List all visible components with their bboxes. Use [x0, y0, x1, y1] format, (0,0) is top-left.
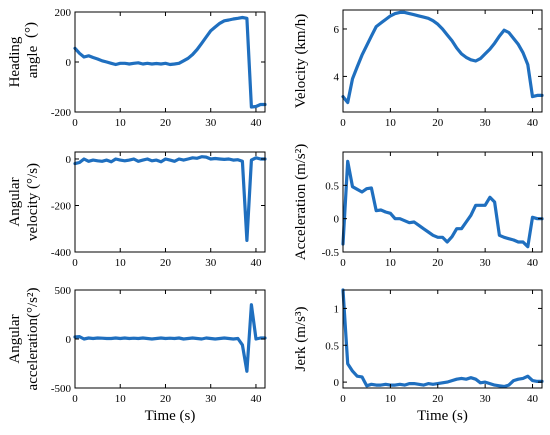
x-tick-label: 0 [340, 393, 346, 405]
y-tick-label: 4 [334, 71, 340, 83]
y-axis-label: Jerk (m/s³) [293, 307, 309, 372]
x-tick-label: 10 [385, 393, 397, 405]
x-tick-label: 0 [72, 257, 78, 269]
x-tick-label: 40 [250, 393, 262, 405]
plot-frame [342, 9, 543, 113]
y-axis-label: Angular [7, 177, 23, 226]
x-axis-label: Time (s) [145, 408, 196, 424]
x-tick-label: 30 [480, 393, 492, 405]
x-tick-label: 20 [432, 393, 444, 405]
x-tick-label: 40 [250, 257, 262, 269]
x-tick-label: 0 [72, 393, 78, 405]
x-tick-label: 20 [160, 117, 172, 129]
y-tick-label: 0 [66, 57, 72, 69]
x-tick-label: 40 [527, 117, 539, 129]
y-tick-label: 0.5 [325, 340, 339, 352]
x-tick-label: 30 [205, 117, 217, 129]
chart-panel-2: 0 10 20 30 40 -400 -200 0 Angular velocity (°/s) [7, 151, 267, 269]
chart-panel-5: 0 10 20 30 40 0 0.5 1 Jerk (m/s³) Time (s) [293, 288, 544, 424]
y-axis-label: angle [25, 45, 41, 78]
y-tick-label: 200 [55, 7, 72, 19]
x-tick-label: 0 [340, 257, 346, 269]
x-tick-label: 10 [385, 117, 397, 129]
series-line [341, 159, 544, 249]
x-tick-label: 10 [115, 117, 127, 129]
y-tick-label: 0 [66, 334, 72, 346]
y-axis-label: Heading [7, 36, 23, 87]
y-tick-label: 0.5 [325, 180, 339, 192]
chart-panel-1: 0 10 20 30 40 4 6 Velocity (km/h) [293, 9, 544, 129]
y-tick-label: -200 [51, 200, 72, 212]
y-tick-label: 500 [55, 285, 72, 297]
series-line [341, 288, 544, 389]
x-tick-label: 40 [250, 117, 262, 129]
series-line [73, 15, 267, 109]
x-tick-label: 20 [160, 257, 172, 269]
series-line [341, 10, 544, 105]
x-tick-label: 0 [340, 117, 346, 129]
x-tick-label: 30 [480, 117, 492, 129]
y-axis-label: velocity (°/s) [25, 163, 41, 241]
x-tick-label: 30 [205, 393, 217, 405]
x-tick-label: 20 [432, 257, 444, 269]
x-tick-label: 30 [205, 257, 217, 269]
x-tick-label: 10 [115, 257, 127, 269]
y-axis-unit: (°) [23, 22, 39, 38]
y-axis-label: Acceleration (m/s²) [293, 144, 309, 261]
x-tick-label: 0 [72, 117, 78, 129]
y-tick-label: 6 [334, 24, 340, 36]
plot-frame [342, 151, 543, 253]
x-tick-label: 10 [115, 393, 127, 405]
y-tick-label: -400 [51, 247, 72, 259]
x-axis-label: Time (s) [417, 408, 468, 424]
series-line [73, 303, 267, 373]
x-tick-label: 30 [480, 257, 492, 269]
y-axis-label: Angular [7, 314, 23, 363]
x-tick-label: 10 [385, 257, 397, 269]
x-tick-label: 40 [527, 393, 539, 405]
y-tick-label: -0.5 [322, 247, 340, 259]
y-tick-label: 1 [334, 303, 340, 315]
y-tick-label: 0 [334, 214, 340, 226]
y-axis-label: Velocity (km/h) [293, 14, 309, 109]
y-tick-label: 0 [66, 154, 72, 166]
y-tick-label: -200 [51, 107, 72, 119]
y-tick-label: 0 [334, 377, 340, 389]
plot-frame [74, 151, 266, 253]
series-line [73, 155, 267, 242]
plot-frame [342, 289, 543, 389]
x-tick-label: 20 [432, 117, 444, 129]
x-tick-label: 20 [160, 393, 172, 405]
y-axis-label: acceleration(°/s²) [25, 288, 41, 391]
x-tick-label: 40 [527, 257, 539, 269]
y-tick-label: -500 [51, 383, 72, 395]
